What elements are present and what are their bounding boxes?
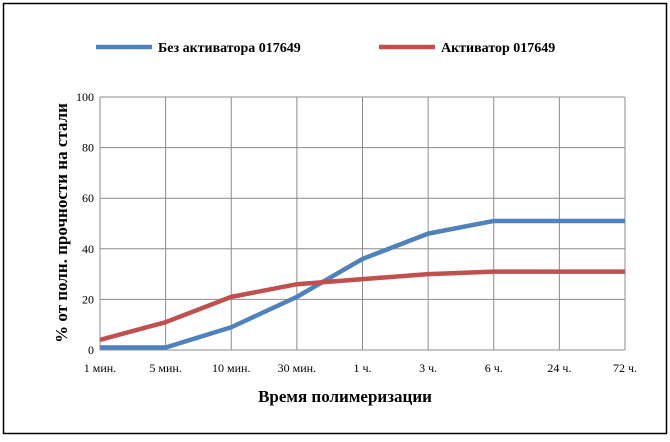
y-tick-label: 0 <box>88 343 94 357</box>
y-tick-label: 20 <box>82 292 94 306</box>
y-axis-title: % от полн. прочности на стали <box>52 103 71 343</box>
y-tick-label: 80 <box>82 141 94 155</box>
x-tick-label: 1 ч. <box>353 361 371 375</box>
x-tick-label: 72 ч. <box>613 361 637 375</box>
x-tick-labels: 1 мин. 5 мин. 10 мин. 30 мин. 1 ч. 3 ч. 6 ч. 24… <box>84 361 637 375</box>
y-tick-label: 60 <box>82 191 94 205</box>
x-tick-label: 30 мин. <box>278 361 316 375</box>
legend-label: Активатор 017649 <box>441 41 555 56</box>
x-tick-label: 24 ч. <box>547 361 571 375</box>
y-tick-label: 40 <box>82 242 94 256</box>
x-tick-label: 1 мин. <box>84 361 116 375</box>
x-tick-label: 5 мин. <box>149 361 181 375</box>
x-tick-label: 10 мин. <box>212 361 250 375</box>
legend-label: Без активатора 017649 <box>158 41 301 56</box>
x-tick-label: 3 ч. <box>419 361 437 375</box>
x-tick-label: 6 ч. <box>485 361 503 375</box>
x-axis-title: Время полимеризации <box>258 387 432 406</box>
y-tick-label: 100 <box>76 90 94 104</box>
